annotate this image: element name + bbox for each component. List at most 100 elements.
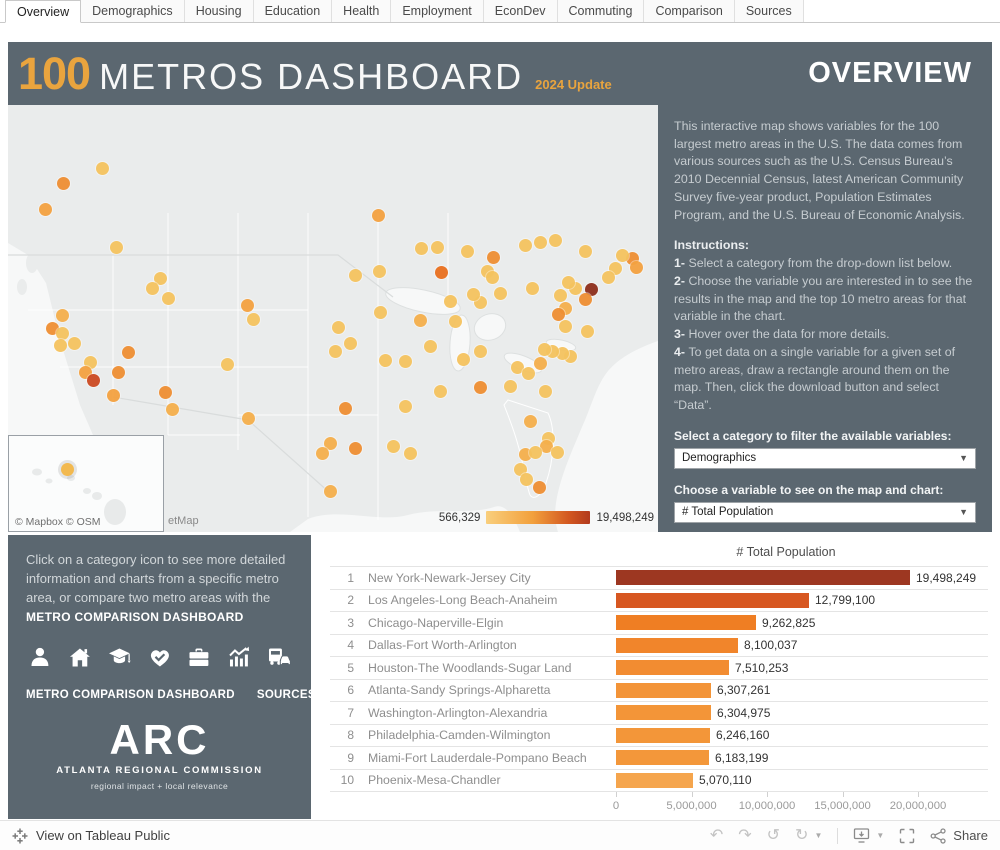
metro-dot[interactable]: [538, 384, 552, 398]
metro-dot[interactable]: [523, 414, 537, 428]
metro-dot[interactable]: [45, 321, 59, 335]
caret-down-icon[interactable]: ▼: [876, 831, 885, 840]
metro-dot[interactable]: [95, 161, 109, 175]
metro-dot[interactable]: [109, 240, 123, 254]
metro-dot[interactable]: [145, 281, 159, 295]
metro-dot-honolulu[interactable]: [61, 463, 74, 476]
metro-dot[interactable]: [323, 484, 337, 498]
metro-dot[interactable]: [86, 373, 100, 387]
redo-icon[interactable]: ↷: [738, 826, 752, 844]
tab-econdev[interactable]: EconDev: [483, 0, 558, 22]
bar[interactable]: [616, 682, 711, 698]
metro-dot[interactable]: [584, 282, 598, 296]
metro-dot[interactable]: [537, 342, 551, 356]
share-button[interactable]: Share: [930, 827, 988, 844]
metro-dot[interactable]: [555, 346, 569, 360]
metro-dot[interactable]: [473, 380, 487, 394]
metro-dot[interactable]: [83, 355, 97, 369]
metro-dot[interactable]: [510, 360, 524, 374]
metro-dot[interactable]: [430, 240, 444, 254]
metro-dot[interactable]: [338, 401, 352, 415]
metro-dot[interactable]: [443, 294, 457, 308]
metro-dot[interactable]: [601, 270, 615, 284]
metro-dot[interactable]: [518, 447, 532, 461]
metro-dot[interactable]: [348, 441, 362, 455]
bar[interactable]: [616, 637, 738, 653]
bar[interactable]: [616, 570, 910, 586]
tab-health[interactable]: Health: [332, 0, 392, 22]
metro-dot[interactable]: [485, 270, 499, 284]
refresh-icon[interactable]: ↻: [795, 826, 809, 844]
metro-dot[interactable]: [578, 244, 592, 258]
category-select[interactable]: Demographics ▼: [674, 447, 976, 469]
metro-dot[interactable]: [246, 312, 260, 326]
metro-dot[interactable]: [580, 324, 594, 338]
metro-dot[interactable]: [403, 446, 417, 460]
tab-sources[interactable]: Sources: [734, 0, 804, 22]
chart-growth-icon[interactable]: [227, 643, 251, 672]
metro-dot[interactable]: [539, 439, 553, 453]
metro-dot[interactable]: [111, 365, 125, 379]
graduation-cap-icon[interactable]: [108, 643, 132, 672]
metro-dot[interactable]: [503, 379, 517, 393]
metro-dot[interactable]: [433, 384, 447, 398]
tab-education[interactable]: Education: [253, 0, 333, 22]
metro-dot[interactable]: [398, 354, 412, 368]
metro-dot[interactable]: [525, 281, 539, 295]
hawaii-inset-map[interactable]: © Mapbox © OSM: [8, 435, 164, 532]
metro-comparison-dashboard-link[interactable]: METRO COMPARISON DASHBOARD: [26, 689, 235, 702]
metro-dot[interactable]: [121, 345, 135, 359]
metro-dot[interactable]: [331, 320, 345, 334]
metro-dot[interactable]: [558, 319, 572, 333]
revert-icon[interactable]: ↺: [766, 826, 781, 844]
fullscreen-icon[interactable]: [899, 828, 915, 844]
metro-dot[interactable]: [241, 411, 255, 425]
download-icon[interactable]: [853, 827, 870, 844]
metro-dot[interactable]: [161, 291, 175, 305]
metro-dot[interactable]: [348, 268, 362, 282]
us-metro-map[interactable]: etMap © Mapbox © OSM: [8, 105, 658, 532]
metro-dot[interactable]: [519, 472, 533, 486]
metro-dot[interactable]: [106, 388, 120, 402]
undo-icon[interactable]: ↶: [709, 826, 724, 844]
metro-dot[interactable]: [532, 480, 546, 494]
bar[interactable]: [616, 592, 809, 608]
metro-dot[interactable]: [551, 307, 565, 321]
bar[interactable]: [616, 615, 756, 631]
metro-dot[interactable]: [371, 208, 385, 222]
tab-commuting[interactable]: Commuting: [557, 0, 645, 22]
metro-dot[interactable]: [615, 248, 629, 262]
metro-dot[interactable]: [460, 244, 474, 258]
briefcase-icon[interactable]: [187, 643, 211, 672]
metro-dot[interactable]: [456, 352, 470, 366]
metro-dot[interactable]: [67, 336, 81, 350]
metro-dot[interactable]: [533, 235, 547, 249]
metro-dot[interactable]: [513, 462, 527, 476]
bar[interactable]: [616, 727, 710, 743]
bar[interactable]: [616, 660, 729, 676]
metro-dot[interactable]: [55, 308, 69, 322]
metro-dot[interactable]: [240, 298, 254, 312]
metro-dot[interactable]: [343, 336, 357, 350]
metro-dot[interactable]: [550, 445, 564, 459]
metro-dot[interactable]: [373, 305, 387, 319]
metro-dot[interactable]: [434, 265, 448, 279]
variable-select[interactable]: # Total Population ▼: [674, 502, 976, 524]
person-icon[interactable]: [28, 643, 52, 672]
metro-dot[interactable]: [553, 288, 567, 302]
metro-dot[interactable]: [165, 402, 179, 416]
metro-dot[interactable]: [518, 238, 532, 252]
metro-dot[interactable]: [53, 338, 67, 352]
tab-comparison[interactable]: Comparison: [644, 0, 735, 22]
metro-dot[interactable]: [323, 436, 337, 450]
metro-dot[interactable]: [398, 399, 412, 413]
metro-dot[interactable]: [629, 260, 643, 274]
tab-employment[interactable]: Employment: [391, 0, 484, 22]
tab-housing[interactable]: Housing: [184, 0, 254, 22]
metro-dot[interactable]: [158, 385, 172, 399]
metro-dot[interactable]: [38, 202, 52, 216]
metro-dot[interactable]: [328, 344, 342, 358]
transit-icon[interactable]: [267, 643, 292, 672]
metro-dot[interactable]: [386, 439, 400, 453]
heart-check-icon[interactable]: [148, 643, 172, 672]
